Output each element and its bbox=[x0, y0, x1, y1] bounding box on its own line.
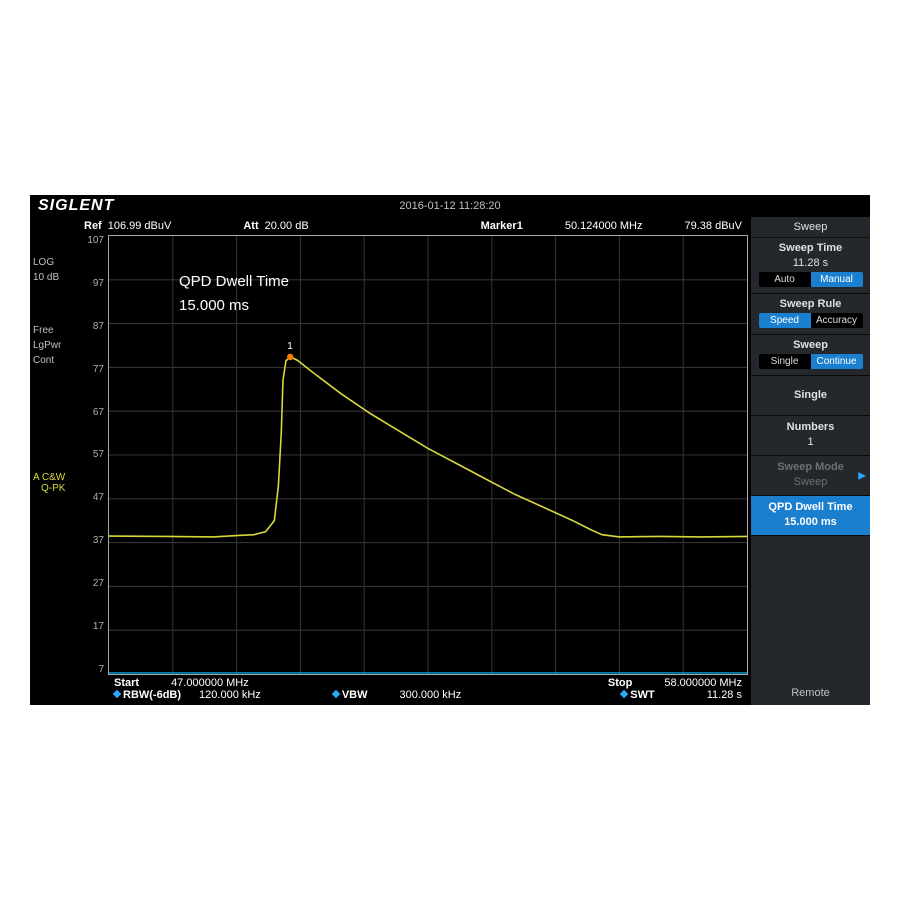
ref-label: Ref bbox=[84, 220, 102, 232]
timestamp: 2016-01-12 11:28:20 bbox=[399, 200, 500, 212]
stop-value: 58.000000 MHz bbox=[664, 677, 742, 689]
att-value: 20.00 dB bbox=[265, 220, 309, 232]
diamond-icon bbox=[332, 690, 340, 698]
overlay-qpd: QPD Dwell Time 15.000 ms bbox=[179, 270, 289, 318]
vbw-value: 300.000 kHz bbox=[399, 689, 461, 701]
diamond-icon bbox=[620, 690, 628, 698]
diamond-icon bbox=[113, 690, 121, 698]
start-label: Start bbox=[114, 677, 139, 689]
chevron-right-icon: ▶ bbox=[858, 470, 866, 481]
y-axis: 107 97 87 77 67 57 47 37 27 17 7 bbox=[78, 235, 108, 675]
main-row: LOG 10 dB Free LgPwr Cont A C&W Q-PK Ref… bbox=[30, 217, 870, 705]
menu-title: Sweep bbox=[751, 217, 870, 238]
marker-1-label: 1 bbox=[287, 341, 293, 352]
spectrum-analyzer-screen: SIGLENT 2016-01-12 11:28:20 LOG 10 dB Fr… bbox=[30, 195, 870, 705]
menu-sweep-mode[interactable]: Sweep Mode Sweep ▶ bbox=[751, 456, 870, 496]
sweep-mode-left: Cont bbox=[33, 355, 75, 366]
stop-label: Stop bbox=[608, 677, 632, 689]
scale-mode: LOG bbox=[33, 257, 75, 268]
menu-numbers[interactable]: Numbers 1 bbox=[751, 416, 870, 456]
plot-area[interactable]: QPD Dwell Time 15.000 ms 1 bbox=[108, 235, 748, 675]
y-tick: 37 bbox=[93, 535, 104, 546]
rbw-label: RBW(-6dB) bbox=[123, 689, 181, 701]
softkey-menu: Sweep Sweep Time 11.28 s Auto Manual Swe… bbox=[750, 217, 870, 705]
y-tick: 67 bbox=[93, 407, 104, 418]
menu-qpd-dwell[interactable]: QPD Dwell Time 15.000 ms bbox=[751, 496, 870, 536]
menu-sweep-time[interactable]: Sweep Time 11.28 s Auto Manual bbox=[751, 238, 870, 294]
y-tick: 107 bbox=[87, 235, 104, 246]
avg-mode: LgPwr bbox=[33, 340, 75, 351]
plot-wrap: 107 97 87 77 67 57 47 37 27 17 7 QPD Dwell Time 15… bbox=[78, 235, 748, 675]
toggle-sweep[interactable]: Single Continue bbox=[759, 354, 863, 369]
att-label: Att bbox=[243, 220, 258, 232]
swt-label: SWT bbox=[630, 689, 654, 701]
y-tick: 47 bbox=[93, 492, 104, 503]
y-tick: 17 bbox=[93, 621, 104, 632]
toggle-sweep-time[interactable]: Auto Manual bbox=[759, 272, 863, 287]
y-tick: 57 bbox=[93, 449, 104, 460]
swt-value: 11.28 s bbox=[707, 689, 742, 701]
menu-sweep[interactable]: Sweep Single Continue bbox=[751, 335, 870, 376]
top-info-bar: Ref 106.99 dBuV Att 20.00 dB Marker1 50.… bbox=[78, 217, 748, 235]
start-value: 47.000000 MHz bbox=[171, 677, 249, 689]
brand-logo: SIGLENT bbox=[30, 197, 114, 215]
trig-mode: Free bbox=[33, 325, 75, 336]
left-panel: LOG 10 dB Free LgPwr Cont A C&W Q-PK bbox=[30, 217, 78, 705]
y-tick: 7 bbox=[98, 664, 104, 675]
y-tick: 97 bbox=[93, 278, 104, 289]
marker-amp: 79.38 dBuV bbox=[685, 220, 743, 232]
y-tick: 77 bbox=[93, 364, 104, 375]
toggle-sweep-rule[interactable]: Speed Accuracy bbox=[759, 313, 863, 328]
menu-footer: Remote bbox=[751, 681, 870, 705]
y-tick: 87 bbox=[93, 321, 104, 332]
marker-freq: 50.124000 MHz bbox=[565, 220, 643, 232]
scale-value: 10 dB bbox=[33, 272, 75, 283]
header-bar: SIGLENT 2016-01-12 11:28:20 bbox=[30, 195, 870, 217]
rbw-value: 120.000 kHz bbox=[199, 689, 261, 701]
y-tick: 27 bbox=[93, 578, 104, 589]
ref-value: 106.99 dBuV bbox=[108, 220, 172, 232]
menu-single[interactable]: Single bbox=[751, 376, 870, 416]
marker-label: Marker1 bbox=[481, 220, 523, 232]
center-panel: Ref 106.99 dBuV Att 20.00 dB Marker1 50.… bbox=[78, 217, 750, 705]
trace-a-info: A C&W Q-PK bbox=[33, 472, 75, 494]
vbw-label: VBW bbox=[342, 689, 368, 701]
bottom-info-bar: Start 47.000000 MHz Stop 58.000000 MHz R… bbox=[78, 675, 748, 705]
menu-sweep-rule[interactable]: Sweep Rule Speed Accuracy bbox=[751, 294, 870, 335]
